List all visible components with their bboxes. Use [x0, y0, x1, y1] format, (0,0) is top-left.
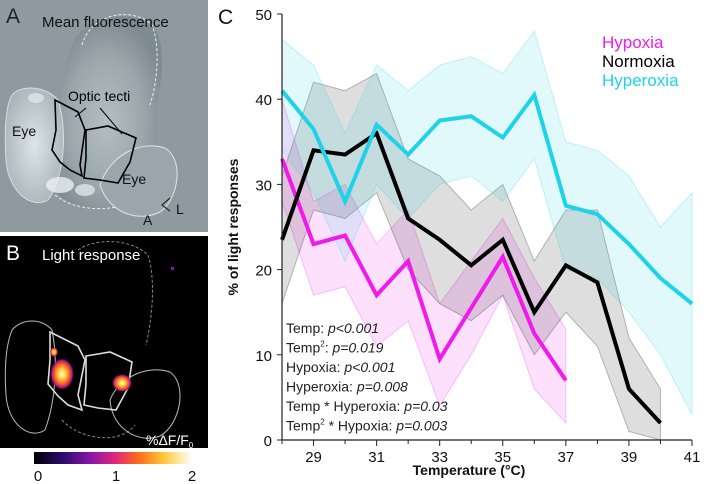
hyperoxia-confidence-band	[281, 29, 693, 415]
response-hotspot	[50, 347, 58, 357]
orientation-axes-icon	[161, 197, 171, 212]
hypoxia-confidence-band	[281, 99, 567, 425]
colorbar-gradient	[34, 452, 192, 464]
line-chart: 0 10 20 30 40 50 29 31 33 35 37 39 41 Temperature (°C…	[225, 7, 700, 478]
hypoxia-series-line	[280, 158, 568, 382]
bright-spot	[75, 184, 95, 196]
eye-left-outline	[4, 87, 64, 203]
stat-line: Temp2: p=0.019	[286, 340, 384, 356]
orientation-a-label: A	[143, 212, 153, 228]
panel-b: B Light response %ΔF/F0	[0, 236, 208, 450]
x-tick-label: 37	[558, 449, 575, 466]
x-tick-label: 39	[621, 449, 638, 466]
y-tick-label: 0	[264, 433, 272, 450]
x-tick-label: 35	[494, 449, 511, 466]
brain-outline-dashed	[81, 14, 158, 106]
y-tick-label: 30	[255, 177, 272, 194]
legend-entry-hyperoxia: Hyperoxia	[602, 71, 679, 90]
colorbar-tick: 0	[34, 468, 42, 484]
pointer-line	[74, 107, 87, 118]
bright-spot	[46, 177, 74, 193]
optic-tecti-label: Optic tecti	[68, 88, 130, 104]
panel-b-title: Light response	[42, 247, 140, 264]
legend-entry-normoxia: Normoxia	[602, 52, 675, 71]
response-hotspot	[112, 374, 132, 392]
y-tick-label: 10	[255, 348, 272, 365]
panel-b-background	[0, 236, 208, 448]
colorbar-tick: 1	[112, 468, 120, 484]
series-lines	[280, 89, 694, 425]
response-hotspot	[50, 358, 74, 390]
stat-line: Hyperoxia: p=0.008	[286, 379, 408, 395]
x-tick-label: 29	[305, 449, 322, 466]
stat-line: Temp: p<0.001	[286, 320, 379, 336]
legend-entry-hypoxia: Hypoxia	[602, 33, 664, 52]
eye-left-label: Eye	[12, 123, 36, 139]
brain-outline-dashed	[77, 241, 153, 346]
eye-right-label: Eye	[122, 171, 146, 187]
eye-right-outline	[99, 145, 178, 217]
colorbar-tick: 2	[188, 468, 196, 484]
statistics-block: Temp: p<0.001 Temp2: p=0.019 Hypoxia: p<0.…	[286, 320, 448, 434]
panel-c-letter: C	[218, 6, 233, 29]
brain-outline-dashed-lower	[61, 419, 136, 439]
hyperoxia-series-line	[280, 89, 694, 306]
chart-axes: 0 10 20 30 40 50 29 31 33 35 37 39 41 Temperature (°C…	[225, 7, 700, 478]
y-tick-label: 20	[255, 263, 272, 280]
pointer-line	[99, 107, 123, 135]
x-tick-label: 31	[368, 449, 385, 466]
orientation-l-label: L	[176, 201, 184, 217]
normoxia-series-line	[280, 130, 662, 425]
panel-c: C 0 10 20 30 40 50 29 31 33 35 37 39 41 Temperature (…	[218, 6, 700, 478]
y-tick-label: 50	[255, 7, 272, 24]
colorbar: 0 1 2	[34, 452, 196, 484]
optic-tectum-left-outline	[47, 330, 86, 412]
optic-tectum-right-outline	[83, 125, 137, 184]
optic-tectum-right-outline	[83, 351, 133, 411]
panel-a-letter: A	[6, 5, 20, 28]
stat-line: Temp2 * Hypoxia: p=0.003	[286, 418, 447, 434]
eye-left-outline	[4, 320, 56, 434]
stat-line: Hypoxia: p<0.001	[286, 359, 395, 375]
x-tick-label: 33	[431, 449, 448, 466]
optic-tectum-left-outline	[51, 98, 86, 178]
x-axis-title: Temperature (°C)	[413, 462, 526, 478]
panel-a: A Mean fluorescence Optic tecti Eye Eye …	[0, 0, 208, 232]
panel-a-title: Mean fluorescence	[42, 14, 169, 31]
y-tick-label: 40	[255, 92, 272, 109]
bright-spot	[28, 93, 44, 103]
panel-b-letter: B	[6, 242, 20, 265]
y-axis-title: % of light responses	[225, 158, 241, 295]
stat-line: Temp * Hyperoxia: p=0.03	[286, 398, 448, 414]
scale-label: %ΔF/F0	[146, 432, 194, 450]
eye-right-outline	[109, 369, 181, 439]
x-tick-label: 41	[684, 449, 701, 466]
response-pixel	[171, 267, 174, 270]
